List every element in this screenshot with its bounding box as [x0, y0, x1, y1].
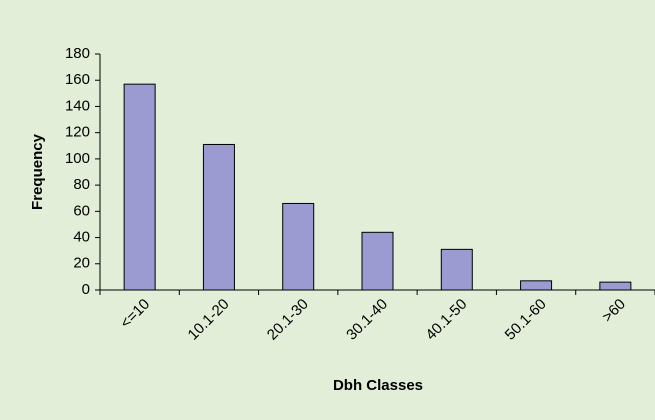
bar [123, 83, 156, 291]
x-tick-label: 50.1-60 [502, 296, 550, 344]
x-tick-label: 10.1-20 [185, 296, 233, 344]
x-axis-title: Dbh Classes [333, 377, 423, 394]
bar [202, 143, 235, 291]
x-tick-label: >60 [599, 296, 629, 326]
y-tick-label: 20 [73, 255, 90, 272]
y-tick-label: 100 [65, 150, 90, 167]
y-tick-label: 140 [65, 97, 90, 114]
y-tick-label: 120 [65, 124, 90, 141]
y-tick-label: 180 [65, 45, 90, 62]
y-axis-title: Frequency [29, 133, 46, 210]
y-tick-label: 0 [82, 281, 90, 298]
y-tick-label: 160 [65, 71, 90, 88]
bar [520, 280, 553, 291]
y-tick-label: 60 [73, 202, 90, 219]
bar [440, 248, 473, 291]
bar [282, 202, 315, 291]
y-tick-label: 40 [73, 229, 90, 246]
bar [599, 281, 632, 291]
y-tick-label: 80 [73, 176, 90, 193]
x-tick-label: 30.1-40 [343, 296, 391, 344]
x-tick-label: 40.1-50 [422, 296, 470, 344]
x-tick-label: 20.1-30 [264, 296, 312, 344]
bar [361, 231, 394, 291]
x-tick-label: <=10 [117, 296, 153, 332]
